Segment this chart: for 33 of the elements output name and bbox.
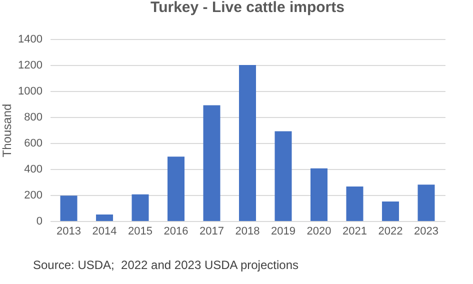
x-tick-label: 2013 [56, 226, 82, 238]
bar [274, 131, 292, 221]
bar [418, 184, 435, 221]
x-tick-label: 2014 [92, 226, 117, 238]
bar [346, 186, 364, 221]
y-tick-label: 400 [24, 164, 42, 176]
x-tick-label: 2017 [200, 226, 224, 238]
bar [382, 202, 399, 221]
bar [310, 168, 328, 221]
x-tick-label: 2015 [128, 226, 152, 238]
y-tick-label: 1200 [18, 60, 42, 72]
x-tick-label: 2016 [164, 226, 188, 238]
source-note: Source: USDA; 2022 and 2023 USDA projections [33, 258, 298, 272]
chart-title: Turkey - Live cattle imports [150, 0, 344, 16]
bar [203, 105, 220, 221]
y-tick-label: 0 [36, 216, 42, 228]
y-tick-label: 200 [24, 190, 42, 202]
bar [132, 194, 149, 221]
x-tick-label: 2023 [414, 226, 438, 238]
bar [239, 65, 256, 221]
bar [168, 156, 185, 221]
y-tick-label: 600 [24, 138, 42, 150]
x-tick-label: 2018 [235, 226, 260, 238]
x-tick-label: 2020 [306, 226, 332, 238]
y-tick-label: 1400 [18, 34, 42, 46]
y-tick-label: 1000 [18, 86, 42, 98]
y-tick-label: 800 [24, 112, 42, 124]
y-axis-title: Thousand [0, 104, 14, 158]
x-tick-label: 2022 [378, 226, 403, 238]
bar [60, 196, 78, 221]
x-tick-label: 2021 [342, 226, 367, 238]
bar [96, 214, 114, 221]
x-tick-label: 2019 [271, 226, 296, 238]
